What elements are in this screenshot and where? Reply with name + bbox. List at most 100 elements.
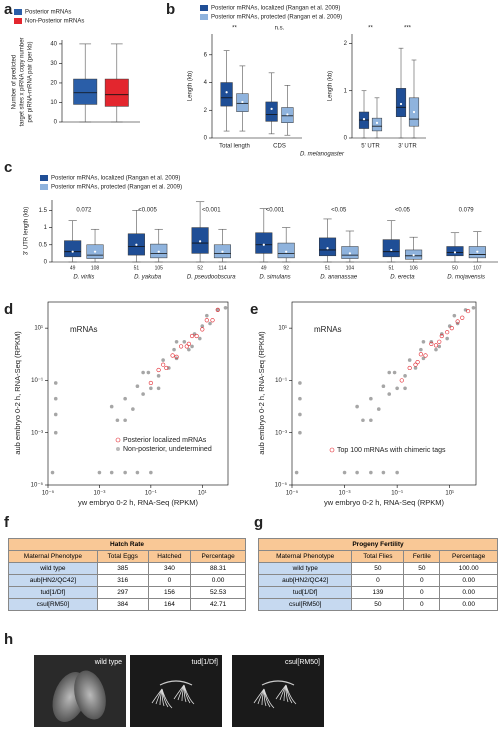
box	[446, 246, 464, 257]
scatter-point	[445, 336, 449, 341]
panel-letter: a	[4, 1, 13, 18]
micrograph: csul[RM50]	[232, 655, 324, 727]
box	[104, 78, 129, 107]
mean-dot	[157, 250, 160, 253]
box	[318, 237, 337, 257]
scatter-point	[156, 374, 161, 378]
count-label: 50	[452, 265, 458, 271]
scatter-point	[418, 352, 423, 357]
box	[64, 240, 82, 258]
column-header: Fertile	[403, 550, 441, 563]
scatter-point	[123, 418, 127, 423]
category-label: D. simulans	[259, 275, 290, 281]
scatter-point	[455, 319, 460, 324]
legend-label: Posterior mRNAs, protected (Rangan et al…	[51, 185, 182, 191]
x-axis-label: yw embryo 0-2 h, RNA-Seq (RPKM)	[324, 498, 445, 507]
mean-dot	[348, 252, 351, 255]
scatter-point	[298, 412, 302, 417]
scatter-point	[178, 344, 184, 349]
box	[395, 88, 407, 117]
legend-label: Posterior localized mRNAs	[123, 437, 207, 444]
scatter-point	[298, 381, 302, 385]
scatter-point	[471, 305, 476, 310]
y-tick-label: 1	[44, 225, 48, 231]
ovary-strand	[285, 684, 297, 705]
scatter-point	[407, 365, 412, 371]
scatter-point	[423, 353, 428, 358]
count-label: 108	[91, 265, 100, 271]
count-label: 104	[346, 265, 355, 271]
y-tick-label: 0	[54, 120, 58, 126]
legend-swatch	[14, 9, 22, 15]
table-cell: aub[HN2/QC42]	[257, 574, 353, 587]
mean-dot	[270, 107, 273, 110]
scatter-point	[141, 370, 145, 375]
header-row: Maternal Phenotype Total Eggs Hatched Perce…	[8, 550, 246, 563]
count-label: 92	[283, 265, 289, 271]
scatter-point	[395, 470, 399, 475]
table-cell: 164	[147, 598, 192, 611]
scatter-point	[148, 380, 153, 386]
scatter-point	[449, 326, 454, 331]
scatter-point	[433, 343, 439, 348]
ovary-strand	[183, 684, 195, 705]
mean-dot	[453, 251, 457, 254]
category-label: D. virilis	[73, 275, 94, 281]
category-label: D. mojavensis	[447, 275, 485, 281]
table-cell: 50	[351, 562, 405, 575]
scatter-point	[205, 313, 209, 318]
y-tick-label: 30	[50, 61, 57, 67]
y-axis-label: target sites x piRNA copy number	[20, 37, 26, 126]
table-cell: 0.00	[439, 598, 498, 611]
y-tick-label: 0	[344, 136, 348, 142]
y-axis-label: aub embryo 0-2 h, RNA-Seq (RPKM)	[13, 331, 22, 455]
legend-marker	[329, 447, 335, 453]
title-row: Progeny Fertility	[258, 538, 498, 551]
category-label: CDS	[273, 144, 286, 150]
table-cell: 100.00	[439, 562, 498, 575]
plot-frame	[291, 301, 477, 486]
y-axis-label: Length (kb)	[328, 71, 334, 101]
scatter-point	[415, 360, 420, 365]
table-cell: 139	[351, 586, 405, 599]
scatter-point	[164, 365, 169, 371]
scatter-point	[192, 332, 197, 336]
scatter-point	[342, 470, 347, 475]
y-tick-label: 4	[204, 80, 208, 86]
table-row: csul[RM50] 50 0 0.00	[257, 598, 498, 611]
inset-label: mRNAs	[70, 325, 98, 334]
scatter-point	[53, 430, 58, 435]
significance-label: <0.05	[395, 208, 411, 214]
mean-dot	[412, 254, 415, 257]
scatter-point	[156, 386, 161, 391]
significance-label: <0.005	[138, 208, 157, 214]
table-cell: aub[HN2/QC42]	[8, 574, 98, 587]
scatter-point	[186, 341, 191, 346]
legend-label: Top 100 mRNAs with chimeric tags	[337, 447, 446, 454]
scatter-point	[135, 470, 140, 475]
count-label: 114	[218, 265, 226, 271]
panel-letter: f	[4, 514, 10, 531]
category-label: D. erecta	[390, 275, 415, 281]
table-cell: 52.53	[190, 586, 246, 599]
table-cell: 0	[351, 574, 405, 587]
scatter-point	[109, 470, 114, 475]
mean-dot	[241, 100, 244, 104]
count-label: 105	[155, 265, 164, 271]
box	[220, 82, 233, 107]
scatter-point	[376, 407, 381, 411]
scatter-point	[172, 347, 176, 352]
mean-dot	[412, 110, 416, 114]
mean-dot	[225, 91, 228, 94]
column-header: Total Eggs	[96, 550, 149, 563]
mean-dot	[285, 250, 288, 253]
table-row: tud[1/Df] 297 156 52.53	[8, 586, 246, 599]
significance-label: <0.05	[331, 208, 347, 214]
y-axis-label: per piRNA-mRNA pair (per kb)	[28, 41, 34, 122]
y-tick-label: 10¹	[278, 326, 287, 332]
scatter-point	[419, 347, 423, 352]
scatter-point	[204, 318, 209, 323]
scatter-point	[170, 353, 175, 358]
